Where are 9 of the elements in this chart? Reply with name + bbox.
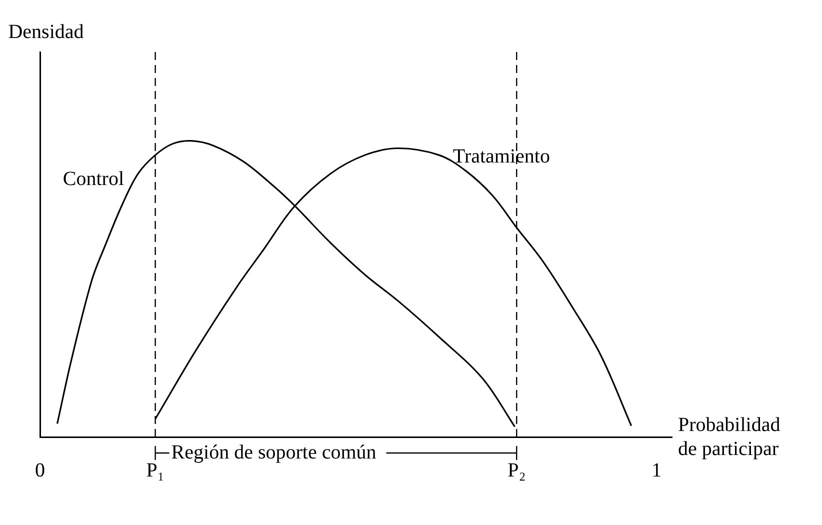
x-tick-label: 0 — [35, 459, 45, 482]
x-tick-label: P₂ — [508, 459, 526, 482]
y-axis-title: Densidad — [8, 21, 84, 43]
x-tick-label: P₁ — [146, 459, 164, 482]
series-label: Control — [62, 168, 124, 190]
x-axis-title: Probabilidad de participar — [678, 414, 780, 460]
text: Región de soporte común — [171, 441, 376, 464]
series-label: Tratamiento — [452, 145, 550, 168]
x-tick-label: 1 — [652, 459, 662, 482]
